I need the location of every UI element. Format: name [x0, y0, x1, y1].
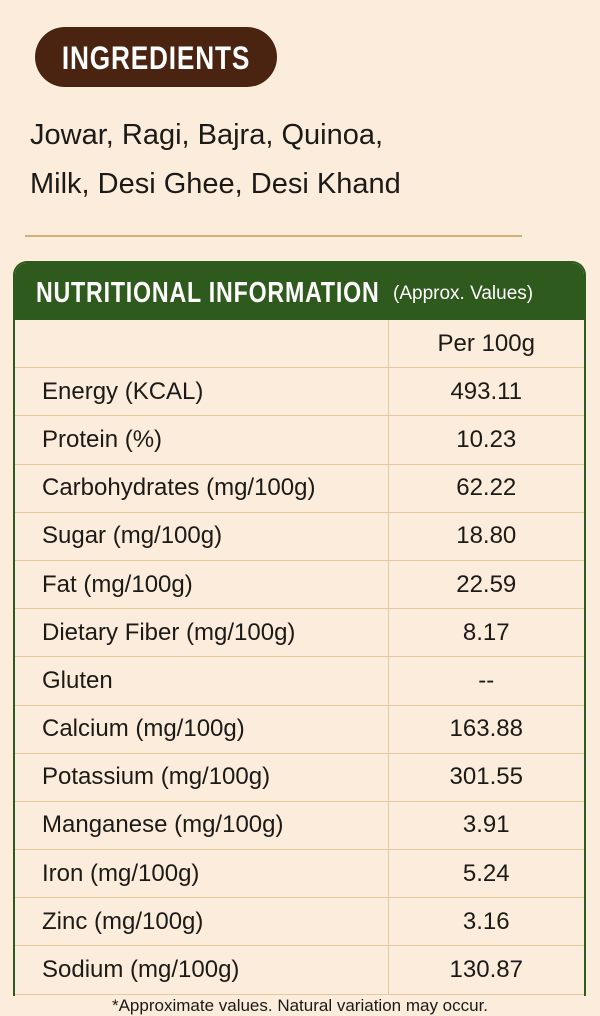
nutrient-value: 8.17	[388, 608, 584, 658]
table-row: Calcium (mg/100g) 163.88	[15, 705, 584, 754]
table-row: Per 100g	[15, 320, 584, 369]
divider	[25, 235, 522, 237]
nutrient-name: Iron (mg/100g)	[15, 849, 389, 899]
nutrient-value: 493.11	[388, 367, 584, 417]
nutrient-name: Sugar (mg/100g)	[15, 512, 389, 561]
nutrient-value: 130.87	[388, 945, 584, 995]
nutrient-name: Potassium (mg/100g)	[15, 753, 389, 802]
footnote: *Approximate values. Natural variation m…	[111, 996, 489, 1015]
nutrient-name: Carbohydrates (mg/100g)	[15, 464, 389, 513]
table-body: Per 100g Energy (KCAL) 493.11 Protein (%) 1…	[15, 320, 584, 995]
nutrient-name: Sodium (mg/100g)	[15, 945, 389, 995]
ingredients-badge: INGREDIENTS	[35, 27, 277, 87]
nutrient-value: 62.22	[388, 464, 584, 513]
table-row: Manganese (mg/100g) 3.91	[15, 801, 584, 851]
nutrient-name: Gluten	[15, 656, 389, 706]
table: Per 100g Energy (KCAL) 493.11 Protein (%) 1…	[15, 320, 584, 995]
nutrient-name: Calcium (mg/100g)	[15, 705, 389, 754]
table-row: Zinc (mg/100g) 3.16	[15, 897, 584, 947]
table-row: Gluten --	[15, 656, 584, 706]
nutrient-value: 301.55	[388, 753, 584, 802]
table-row: Fat (mg/100g) 22.59	[15, 560, 584, 610]
ingredients-line: Milk, Desi Ghee, Desi Khand	[30, 168, 401, 200]
nutrient-value: --	[388, 656, 584, 706]
table-row: Iron (mg/100g) 5.24	[15, 849, 584, 899]
table-row: Dietary Fiber (mg/100g) 8.17	[15, 608, 584, 658]
nutrient-name: Zinc (mg/100g)	[15, 897, 389, 947]
nutrient-value: 3.16	[388, 897, 584, 947]
nutrient-value: 18.80	[388, 512, 584, 561]
nutrient-name: Energy (KCAL)	[15, 367, 389, 417]
nutrient-name: Manganese (mg/100g)	[15, 801, 389, 851]
table-row: Energy (KCAL) 493.11	[15, 367, 584, 417]
table-row: Protein (%) 10.23	[15, 415, 584, 465]
nutrition-subtitle: (Approx. Values)	[393, 283, 534, 304]
cell	[15, 320, 389, 369]
table-row: Sugar (mg/100g) 18.80	[15, 512, 584, 561]
nutrient-name: Dietary Fiber (mg/100g)	[15, 608, 389, 658]
nutrition-header: NUTRITIONAL INFORMATION (Approx. Values)	[15, 263, 584, 320]
nutrition-table: NUTRITIONAL INFORMATION (Approx. Values)…	[13, 261, 586, 996]
ingredients-line: Jowar, Ragi, Bajra, Quinoa,	[30, 119, 384, 151]
table-row: Potassium (mg/100g) 301.55	[15, 753, 584, 802]
nutrient-value: 10.23	[388, 415, 584, 465]
nutrient-value: 5.24	[388, 849, 584, 899]
nutrient-value: 163.88	[388, 705, 584, 754]
table-row: Sodium (mg/100g) 130.87	[15, 945, 584, 995]
table-row: Carbohydrates (mg/100g) 62.22	[15, 464, 584, 513]
column-header: Per 100g	[388, 320, 584, 369]
nutrient-name: Fat (mg/100g)	[15, 560, 389, 610]
nutrient-value: 22.59	[388, 560, 584, 610]
nutrient-value: 3.91	[388, 801, 584, 851]
nutrient-name: Protein (%)	[15, 415, 389, 465]
ingredients-title: INGREDIENTS	[61, 40, 251, 76]
nutrition-title: NUTRITIONAL INFORMATION	[35, 277, 380, 309]
